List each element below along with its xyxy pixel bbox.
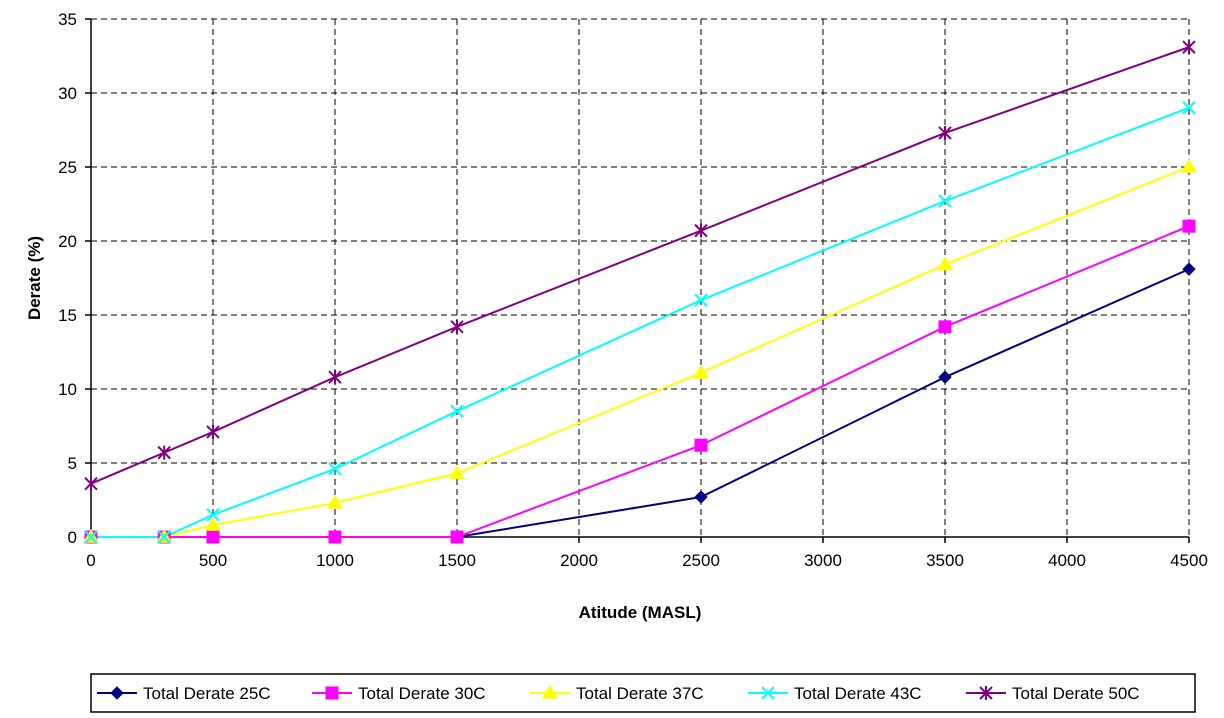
legend-item: Total Derate 25C: [97, 684, 271, 703]
grid-lines: [91, 18, 1190, 537]
x-tick-label: 2000: [560, 551, 598, 570]
data-point-series-4: [157, 530, 171, 544]
data-point-series-3: [1181, 158, 1197, 173]
series-lines: [90, 46, 1190, 538]
legend-item: Total Derate 43C: [748, 684, 922, 703]
x-tick-label: 4500: [1170, 551, 1208, 570]
legend-item: Total Derate 50C: [966, 684, 1140, 703]
data-point-series-2: [328, 530, 342, 544]
legend-item: Total Derate 37C: [530, 684, 704, 703]
data-point-series-5: [84, 476, 98, 491]
axes: [85, 18, 1190, 543]
legend-item: Total Derate 30C: [312, 684, 486, 703]
y-tick-label: 5: [68, 454, 77, 473]
series-line-1: [91, 268, 1190, 538]
data-point-series-1: [938, 370, 952, 384]
y-tick-label: 30: [58, 84, 77, 103]
data-point-series-2: [1182, 219, 1196, 233]
data-point-series-4: [1182, 101, 1196, 115]
data-point-series-3: [205, 517, 221, 531]
data-point-series-3: [693, 364, 709, 379]
data-point-series-2: [938, 320, 952, 334]
series-line-5: [90, 46, 1190, 485]
data-point-series-3: [449, 465, 465, 480]
x-tick-label: 0: [86, 551, 95, 570]
data-point-series-4: [450, 404, 464, 418]
legend-box: [90, 673, 1196, 713]
data-point-series-4: [938, 194, 952, 208]
data-point-series-3: [327, 494, 343, 509]
legend-swatch-marker: [325, 686, 339, 700]
series-line-4: [91, 106, 1190, 538]
tick-labels: 0 5 10 15 20 25 30 35 0 500 1000 1500 2000 2500 3000 35…: [58, 10, 1208, 570]
legend: Total Derate 25C Total Derate 30C Total De…: [90, 673, 1196, 713]
data-point-series-5: [938, 125, 952, 140]
legend-swatch-marker: [542, 684, 558, 699]
data-point-series-2: [206, 530, 220, 544]
y-tick-label: 15: [58, 306, 77, 325]
legend-label: Total Derate 37C: [576, 684, 704, 703]
data-point-series-4: [84, 530, 98, 544]
data-point-series-1: [1182, 262, 1196, 276]
y-axis-title: Derate (%): [25, 236, 44, 320]
x-axis-title: Atitude (MASL): [579, 603, 702, 622]
x-tick-label: 4000: [1048, 551, 1086, 570]
series-line-2: [91, 225, 1190, 538]
data-point-series-5: [328, 370, 342, 385]
data-point-series-4: [328, 462, 342, 476]
data-point-series-1: [694, 490, 708, 504]
legend-label: Total Derate 43C: [794, 684, 922, 703]
data-point-series-2: [694, 438, 708, 452]
data-point-series-5: [694, 223, 708, 238]
data-point-series-4: [206, 508, 220, 522]
series-markers: [83, 40, 1197, 544]
data-point-series-5: [450, 319, 464, 334]
y-tick-label: 35: [58, 10, 77, 29]
legend-label: Total Derate 50C: [1012, 684, 1140, 703]
x-tick-label: 3000: [804, 551, 842, 570]
legend-label: Total Derate 30C: [358, 684, 486, 703]
y-tick-label: 20: [58, 232, 77, 251]
legend-label: Total Derate 25C: [143, 684, 271, 703]
data-point-series-5: [157, 445, 171, 460]
x-tick-label: 1500: [438, 551, 476, 570]
series-line-3: [91, 166, 1190, 538]
data-point-series-5: [206, 424, 220, 439]
x-tick-label: 1000: [316, 551, 354, 570]
legend-swatch-marker: [761, 686, 775, 700]
data-point-series-5: [1182, 40, 1196, 55]
y-tick-label: 10: [58, 380, 77, 399]
data-point-series-3: [937, 256, 953, 271]
y-tick-label: 0: [68, 528, 77, 547]
x-tick-label: 3500: [926, 551, 964, 570]
data-point-series-4: [694, 293, 708, 307]
data-point-series-2: [450, 530, 464, 544]
y-tick-label: 25: [58, 158, 77, 177]
x-tick-label: 500: [199, 551, 227, 570]
legend-swatch-marker: [979, 686, 993, 700]
legend-swatch-marker: [110, 686, 124, 700]
x-tick-label: 2500: [682, 551, 720, 570]
